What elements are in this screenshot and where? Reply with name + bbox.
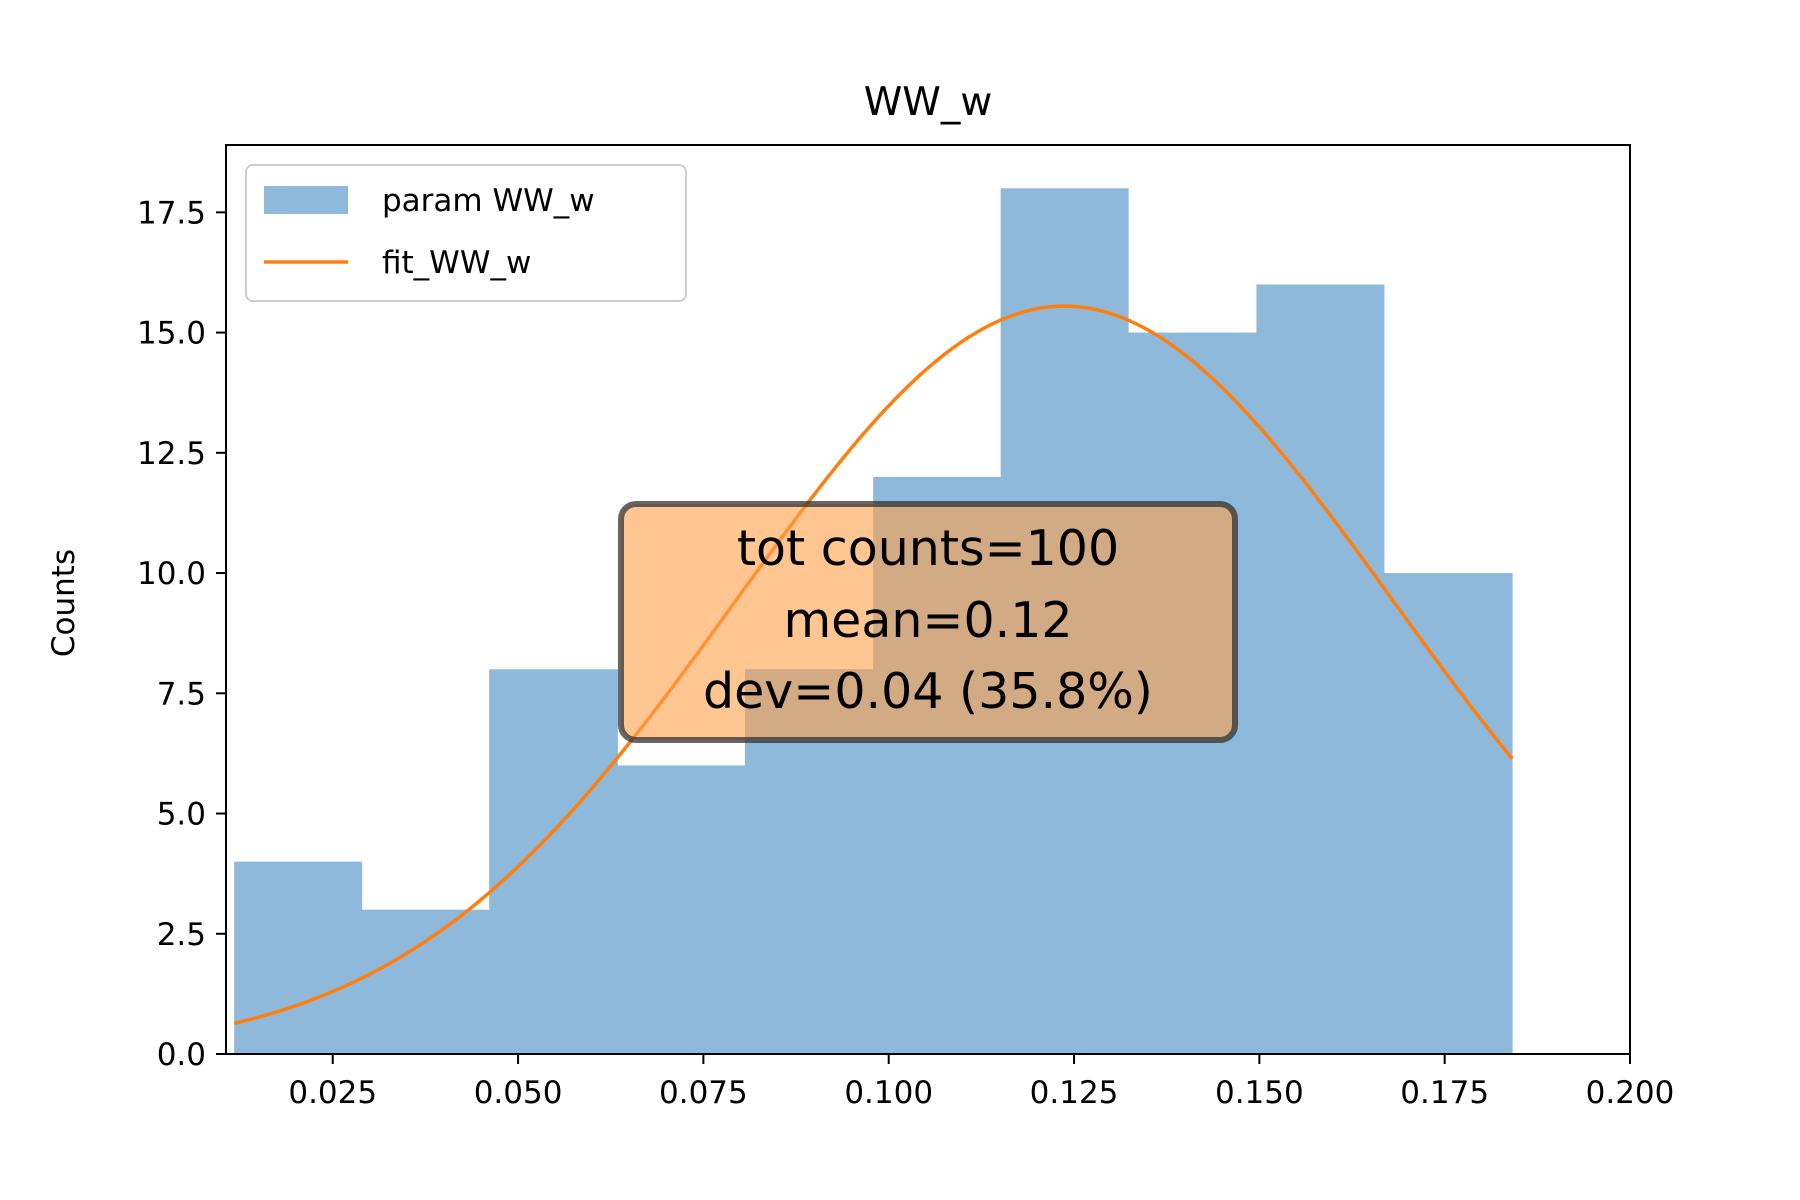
x-tick-label: 0.150	[1215, 1075, 1304, 1111]
fit-curve	[233, 304, 1514, 1026]
stats-annotation: tot counts=100 mean=0.12 dev=0.04 (35.8%…	[618, 501, 1238, 743]
legend-swatch-histogram	[264, 186, 348, 214]
x-tick-label: 0.025	[288, 1075, 377, 1111]
y-tick-label: 5.0	[157, 797, 206, 833]
y-axis-label: Counts	[46, 549, 82, 657]
y-tick-label: 7.5	[157, 676, 206, 712]
stats-line-dev: dev=0.04 (35.8%)	[703, 663, 1153, 720]
y-axis: 0.0 2.5 5.0 7.5 10.0 12.5 15.0 17.5	[137, 195, 226, 1073]
histogram-bar	[617, 765, 746, 1054]
legend-box	[245, 164, 687, 302]
y-tick-label: 2.5	[157, 917, 206, 953]
x-tick-label: 0.200	[1586, 1075, 1675, 1111]
histogram-bar	[1383, 573, 1513, 1054]
x-tick-label: 0.050	[474, 1075, 563, 1111]
histogram-bars	[234, 188, 1513, 1055]
chart-title: WW_w	[864, 80, 993, 125]
y-tick-label: 0.0	[157, 1037, 206, 1073]
y-tick-label: 15.0	[137, 316, 206, 352]
y-tick-label: 17.5	[137, 195, 206, 231]
stats-line-mean: mean=0.12	[783, 592, 1072, 649]
x-tick-label: 0.125	[1030, 1075, 1119, 1111]
stats-line-counts: tot counts=100	[737, 520, 1119, 577]
histogram-bar	[361, 909, 490, 1054]
stats-box	[618, 501, 1238, 743]
histogram-bar	[234, 861, 363, 1054]
x-axis: 0.025 0.050 0.075 0.100 0.125 0.150 0.175 0.200	[288, 1054, 1674, 1111]
legend: param WW_w fit_WW_w	[245, 164, 687, 302]
x-tick-label: 0.175	[1400, 1075, 1489, 1111]
histogram-bar	[1256, 284, 1385, 1054]
y-tick-label: 12.5	[137, 436, 206, 472]
y-tick-label: 10.0	[137, 556, 206, 592]
histogram-bar	[489, 669, 618, 1054]
legend-label-histogram: param WW_w	[382, 183, 595, 219]
legend-label-fit: fit_WW_w	[382, 245, 531, 281]
x-tick-label: 0.075	[659, 1075, 748, 1111]
x-tick-label: 0.100	[844, 1075, 933, 1111]
plot-frame	[225, 144, 1631, 1055]
